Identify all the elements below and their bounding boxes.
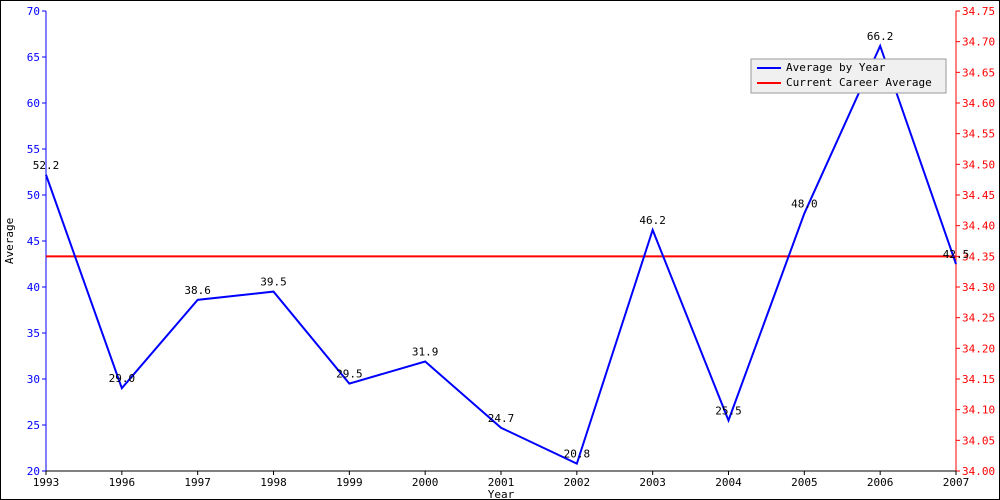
data-point-label: 38.6 xyxy=(184,284,211,297)
y-right-tick-label: 34.15 xyxy=(962,373,995,386)
x-tick-label: 1996 xyxy=(109,476,136,489)
y-left-tick-label: 50 xyxy=(27,189,40,202)
y-right-tick-label: 34.45 xyxy=(962,189,995,202)
y-right-tick-label: 34.30 xyxy=(962,281,995,294)
x-tick-label: 2005 xyxy=(791,476,818,489)
y-right-tick-label: 34.10 xyxy=(962,404,995,417)
x-tick-label: 1997 xyxy=(184,476,211,489)
x-tick-label: 2000 xyxy=(412,476,439,489)
y-left-tick-label: 40 xyxy=(27,281,40,294)
y-right-tick-label: 34.60 xyxy=(962,97,995,110)
data-point-label: 20.8 xyxy=(564,448,591,461)
x-tick-label: 2007 xyxy=(943,476,970,489)
x-tick-label: 1999 xyxy=(336,476,363,489)
y-right-tick-label: 34.25 xyxy=(962,312,995,325)
data-point-label: 48.0 xyxy=(791,197,818,210)
y-left-tick-label: 65 xyxy=(27,51,40,64)
y-left-tick-label: 55 xyxy=(27,143,40,156)
data-point-label: 29.5 xyxy=(336,368,363,381)
x-tick-label: 2006 xyxy=(867,476,894,489)
y-left-tick-label: 45 xyxy=(27,235,40,248)
chart-container: 202530354045505560657034.0034.0534.1034.… xyxy=(0,0,1000,500)
y-right-tick-label: 34.05 xyxy=(962,434,995,447)
data-point-label: 31.9 xyxy=(412,346,439,359)
data-point-label: 52.2 xyxy=(33,159,60,172)
data-point-label: 66.2 xyxy=(867,30,894,43)
x-axis-label: Year xyxy=(488,488,515,499)
y-right-tick-label: 34.20 xyxy=(962,342,995,355)
x-tick-label: 2003 xyxy=(639,476,666,489)
legend-label: Current Career Average xyxy=(786,76,932,89)
y-left-tick-label: 25 xyxy=(27,419,40,432)
y-right-tick-label: 34.40 xyxy=(962,220,995,233)
y-left-tick-label: 35 xyxy=(27,327,40,340)
y-left-tick-label: 30 xyxy=(27,373,40,386)
x-tick-label: 2004 xyxy=(715,476,742,489)
data-point-label: 25.5 xyxy=(715,404,742,417)
y-right-tick-label: 34.65 xyxy=(962,66,995,79)
data-point-label: 46.2 xyxy=(639,214,666,227)
y-right-tick-label: 34.70 xyxy=(962,36,995,49)
y-right-tick-label: 34.55 xyxy=(962,128,995,141)
x-tick-label: 1993 xyxy=(33,476,60,489)
y-left-tick-label: 60 xyxy=(27,97,40,110)
data-point-label: 39.5 xyxy=(260,276,287,289)
data-point-label: 24.7 xyxy=(488,412,515,425)
data-point-label: 29.0 xyxy=(109,372,136,385)
y-axis-label: Average xyxy=(3,218,16,264)
y-right-tick-label: 34.50 xyxy=(962,158,995,171)
chart-svg: 202530354045505560657034.0034.0534.1034.… xyxy=(1,1,999,499)
x-tick-label: 1998 xyxy=(260,476,287,489)
y-right-tick-label: 34.75 xyxy=(962,5,995,18)
y-left-tick-label: 70 xyxy=(27,5,40,18)
legend-label: Average by Year xyxy=(786,61,886,74)
average-by-year-line xyxy=(46,46,956,464)
x-tick-label: 2002 xyxy=(564,476,591,489)
data-point-label: 42.5 xyxy=(943,248,970,261)
